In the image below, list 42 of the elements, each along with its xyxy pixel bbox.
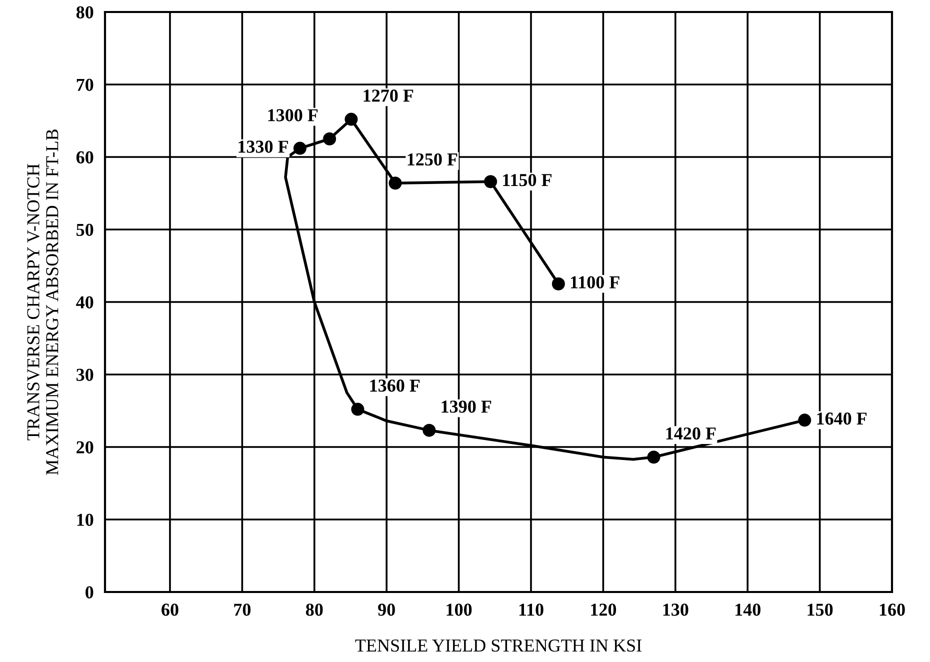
annotation: 1360 F <box>370 380 420 392</box>
x-tick-label: 160 <box>880 604 905 616</box>
annotation: 1150 F <box>503 174 552 186</box>
annotation: 1420 F <box>666 427 716 440</box>
y-tick-label: 30 <box>76 368 94 381</box>
x-tick-label: 130 <box>663 604 688 616</box>
y-tick-label: 0 <box>86 586 94 598</box>
x-axis-title: TENSILE YIELD STRENGTH IN KSI <box>355 640 642 652</box>
y-tick-label: 20 <box>76 441 94 454</box>
point <box>344 112 358 126</box>
annotation: 1270 F <box>364 90 414 102</box>
annotation: 1100 F <box>570 276 620 288</box>
point <box>552 277 565 290</box>
annotation: 1640 F <box>817 412 867 425</box>
y-tick-label: 80 <box>76 6 94 18</box>
y-tick-label: 50 <box>76 224 94 236</box>
x-tick-label: 140 <box>736 604 760 616</box>
x-tick-label: 120 <box>591 604 616 616</box>
x-tick-label: 80 <box>306 604 323 616</box>
annotation: 1390 F <box>442 400 492 413</box>
y-axis-title: TRANSVERSE CHARPY V-NOTCH MAXIMUM ENERGY ABSORBED IN FT-LB <box>27 129 58 475</box>
x-tick-label: 90 <box>378 604 395 616</box>
annotation: 1330 F <box>238 140 288 153</box>
x-tick-label: 150 <box>808 604 833 616</box>
point <box>351 402 364 416</box>
point <box>484 175 498 188</box>
point <box>422 424 436 437</box>
point <box>388 176 402 190</box>
y-tick-label: 10 <box>77 514 94 526</box>
x-tick-label: 110 <box>519 604 544 616</box>
y-tick-label: 60 <box>76 151 94 164</box>
x-tick-label: 70 <box>234 604 251 616</box>
annotation: 1250 F <box>408 153 458 166</box>
y-tick-label: 70 <box>76 78 94 91</box>
annotation: 1300 F <box>268 109 318 122</box>
point <box>798 414 812 427</box>
point <box>293 142 306 155</box>
point <box>323 132 336 146</box>
x-tick-label: 100 <box>446 604 472 616</box>
y-tick-label: 40 <box>76 296 94 308</box>
point <box>647 450 660 464</box>
x-tick-label: 60 <box>162 604 178 616</box>
